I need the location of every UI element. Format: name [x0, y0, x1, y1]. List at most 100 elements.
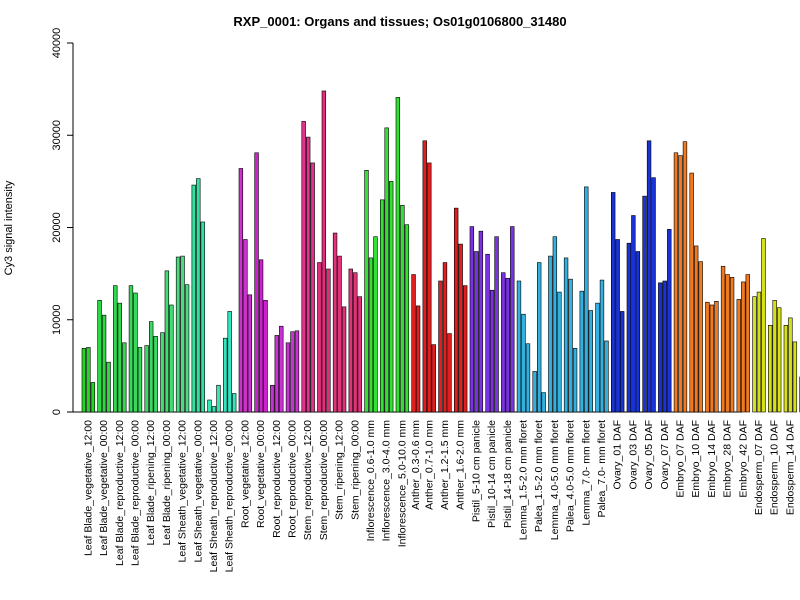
bar [709, 304, 715, 413]
x-tick-label: Ovary_03 DAF [627, 420, 639, 489]
x-tick-label: Embryo_42 DAF [737, 420, 749, 498]
x-tick-label: Stem_ripening_00:00 [349, 420, 361, 520]
x-tick-label: Ovary_01 DAF [612, 420, 624, 489]
x-tick-label: Leaf Blade_vegetative_00:00 [98, 420, 110, 556]
bar [180, 255, 185, 413]
bar [317, 262, 322, 413]
x-tick-label: Palea_4.0-5.0 mm floret [565, 420, 577, 532]
y-tick-label: 30000 [51, 120, 63, 151]
bar [635, 251, 641, 413]
x-tick-label: Anther_0.7-1.0 mm [423, 420, 435, 510]
bar [388, 181, 394, 413]
bar [541, 392, 546, 413]
bar [682, 141, 688, 413]
bar [415, 305, 421, 413]
bar [113, 285, 118, 413]
y-tick-label: 10000 [51, 304, 63, 335]
x-tick-label: Stem_ripening_12:00 [334, 420, 346, 520]
bar [169, 304, 174, 413]
x-tick-label: Inflorescence_3.0-4.0 mm [381, 420, 393, 542]
bar [698, 261, 703, 413]
bar [563, 257, 569, 413]
x-tick-label: Lemma_7.0- mm floret [580, 420, 592, 526]
x-tick-label: Embryo_28 DAF [722, 420, 734, 498]
bar [348, 268, 353, 413]
bar [122, 342, 127, 413]
bar [144, 345, 149, 413]
bar [658, 282, 663, 413]
bar [725, 274, 730, 413]
bar [133, 292, 138, 413]
bar [745, 274, 750, 413]
bar [274, 335, 279, 413]
x-axis-labels: Leaf Blade_vegetative_12:00 Leaf Blade_ve… [82, 420, 796, 573]
bar [505, 277, 510, 413]
bar [81, 348, 87, 413]
bar [626, 242, 632, 413]
bar [305, 136, 311, 413]
y-axis-title: Cy3 signal intensity [3, 180, 15, 275]
bar [584, 186, 589, 413]
bar [301, 121, 306, 413]
y-tick-label: 40000 [51, 28, 63, 59]
bar [646, 140, 652, 413]
bar [207, 399, 212, 413]
x-tick-label: Pistil_10-14 cm panicle [486, 420, 498, 528]
bar [337, 255, 342, 413]
x-tick-label: Embryo_10 DAF [690, 420, 702, 498]
bar [364, 170, 369, 413]
x-tick-label: Embryo_14 DAF [706, 420, 718, 498]
bar [200, 221, 205, 413]
bar [384, 127, 389, 413]
bar [510, 226, 515, 413]
x-tick-label: Ovary_07 DAF [659, 420, 671, 489]
x-tick-label: Pistil_5-10 cm panicle [470, 420, 482, 522]
x-tick-label: Leaf Blade_ripening_12:00 [145, 420, 157, 546]
x-tick-label: Inflorescence_5.0-10.0 mm [396, 420, 408, 547]
x-tick-label: Palea_1.5-2.0 mm floret [533, 420, 545, 532]
bar [310, 162, 315, 413]
y-axis: 0 10000 20000 30000 40000 [51, 28, 73, 415]
x-tick-label: Leaf Blade_vegetative_12:00 [82, 420, 94, 556]
bar [395, 97, 401, 413]
bar [642, 195, 647, 413]
bar [153, 336, 158, 413]
bar [106, 361, 111, 413]
x-tick-label: Embryo_07 DAF [674, 420, 686, 498]
bar [411, 274, 416, 413]
bar [776, 307, 782, 413]
bar [741, 281, 746, 413]
x-tick-label: Anther_1.6-2.0 mm [455, 420, 467, 510]
bar [792, 341, 798, 413]
bar [548, 255, 553, 413]
bar [579, 290, 584, 413]
bar [97, 300, 102, 413]
bar [494, 236, 499, 413]
bar [442, 262, 448, 413]
bar [557, 291, 562, 413]
bar [294, 330, 300, 413]
bar [489, 289, 495, 413]
bar [149, 321, 154, 413]
bar [431, 344, 436, 413]
y-tick-label: 20000 [51, 212, 63, 243]
bar [341, 306, 347, 413]
bar [678, 155, 683, 413]
x-tick-label: Endosperm_07 DAF [753, 420, 765, 515]
bar [86, 347, 91, 413]
bar [422, 140, 427, 413]
chart-title: RXP_0001: Organs and tissues; Os01g01068… [233, 14, 566, 29]
bar [595, 302, 600, 413]
x-tick-label: Leaf Blade_reproductive_12:00 [114, 420, 126, 566]
bar [705, 301, 710, 413]
x-tick-label: Ovary_05 DAF [643, 420, 655, 489]
bar [767, 324, 773, 413]
bar [736, 299, 741, 413]
x-tick-label: Endosperm_14 DAF [784, 420, 796, 515]
bar [667, 229, 672, 413]
bar [290, 331, 295, 413]
y-tick-label: 0 [51, 409, 63, 415]
x-tick-label: Lemma_1.5-2.0 mm floret [517, 420, 529, 540]
bar [404, 224, 410, 413]
x-tick-label: Root_reproductive_12:00 [271, 420, 283, 538]
